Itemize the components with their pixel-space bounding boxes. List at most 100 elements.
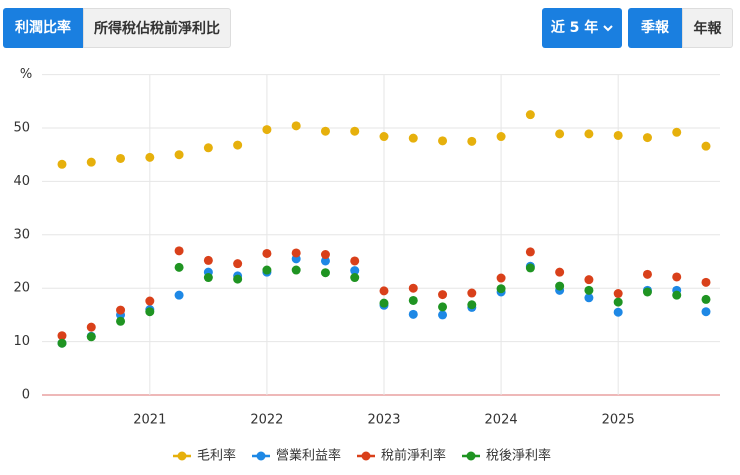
legend-marker xyxy=(177,451,187,461)
data-point xyxy=(438,302,448,312)
data-point xyxy=(496,284,506,294)
data-point xyxy=(701,307,711,317)
data-point xyxy=(174,246,184,256)
data-point xyxy=(408,133,418,143)
tab-quarterly[interactable]: 季報 xyxy=(628,8,682,48)
range-dropdown[interactable]: 近 5 年 xyxy=(542,8,622,48)
data-point xyxy=(555,281,565,291)
data-point xyxy=(233,259,243,269)
data-point xyxy=(350,126,360,136)
data-point xyxy=(408,309,418,319)
data-point xyxy=(438,136,448,146)
data-point xyxy=(116,305,126,315)
data-point xyxy=(116,316,126,326)
data-point xyxy=(555,267,565,277)
data-point xyxy=(350,273,360,283)
tab-tax-ratio[interactable]: 所得稅佔稅前淨利比 xyxy=(83,8,231,48)
data-point xyxy=(467,288,477,298)
data-point xyxy=(203,273,213,283)
data-point xyxy=(86,332,96,342)
data-point xyxy=(642,269,652,279)
data-point xyxy=(291,265,301,275)
data-point xyxy=(320,126,330,136)
legend-label: 稅後淨利率 xyxy=(486,448,551,464)
data-point xyxy=(408,283,418,293)
y-tick-label: 10 xyxy=(13,334,30,349)
data-point xyxy=(262,125,272,135)
data-point xyxy=(701,294,711,304)
x-tick-label: 2021 xyxy=(133,413,166,428)
data-point xyxy=(467,136,477,146)
data-point xyxy=(291,121,301,131)
data-point xyxy=(320,250,330,260)
data-point xyxy=(438,290,448,300)
data-point xyxy=(379,132,389,142)
y-tick-label: 50 xyxy=(13,121,30,136)
x-tick-label: 2022 xyxy=(250,413,283,428)
data-point xyxy=(350,266,360,276)
legend-marker xyxy=(361,451,371,461)
data-point xyxy=(672,290,682,300)
data-point xyxy=(642,133,652,143)
data-point xyxy=(203,143,213,153)
data-point xyxy=(701,277,711,287)
data-point xyxy=(408,295,418,305)
data-point xyxy=(174,150,184,160)
data-point xyxy=(642,287,652,297)
data-point xyxy=(672,272,682,282)
x-tick-label: 2025 xyxy=(602,413,635,428)
data-point xyxy=(57,338,67,348)
data-point xyxy=(613,307,623,317)
data-point xyxy=(145,296,155,306)
chevron-icon xyxy=(603,25,613,32)
data-point xyxy=(203,255,213,265)
legend-label: 營業利益率 xyxy=(276,448,341,464)
data-point xyxy=(57,331,67,341)
y-unit: % xyxy=(20,67,32,82)
data-point xyxy=(320,268,330,278)
data-point xyxy=(438,310,448,320)
data-point xyxy=(584,129,594,139)
data-point xyxy=(233,140,243,150)
data-point xyxy=(672,127,682,137)
data-point xyxy=(525,247,535,257)
data-point xyxy=(525,263,535,273)
data-point xyxy=(584,285,594,295)
data-point xyxy=(262,248,272,258)
data-point xyxy=(584,275,594,285)
data-point xyxy=(467,300,477,310)
data-point xyxy=(233,274,243,284)
range-label: 近 5 年 xyxy=(550,20,599,36)
data-point xyxy=(145,307,155,317)
y-tick-label: 0 xyxy=(22,388,30,403)
y-tick-label: 30 xyxy=(13,227,30,242)
data-point xyxy=(320,256,330,266)
legend-label: 毛利率 xyxy=(197,448,236,464)
data-point xyxy=(701,141,711,151)
data-point xyxy=(57,159,67,169)
legend-label: 稅前淨利率 xyxy=(381,448,446,464)
data-point xyxy=(584,293,594,303)
data-point xyxy=(262,265,272,275)
data-point xyxy=(379,298,389,308)
tab-yearly[interactable]: 年報 xyxy=(682,8,733,48)
data-point xyxy=(86,322,96,332)
data-point xyxy=(291,248,301,258)
data-point xyxy=(174,262,184,272)
data-point xyxy=(496,273,506,283)
data-point xyxy=(86,157,96,167)
data-point xyxy=(613,289,623,299)
y-tick-label: 40 xyxy=(13,174,30,189)
data-point xyxy=(525,110,535,120)
tab-profit-ratio[interactable]: 利潤比率 xyxy=(3,8,83,48)
data-point xyxy=(145,152,155,162)
data-point xyxy=(613,130,623,140)
x-tick-label: 2024 xyxy=(485,413,518,428)
y-tick-label: 20 xyxy=(13,281,30,296)
data-point xyxy=(613,297,623,307)
data-point xyxy=(116,153,126,163)
x-tick-label: 2023 xyxy=(367,413,400,428)
data-point xyxy=(350,256,360,266)
